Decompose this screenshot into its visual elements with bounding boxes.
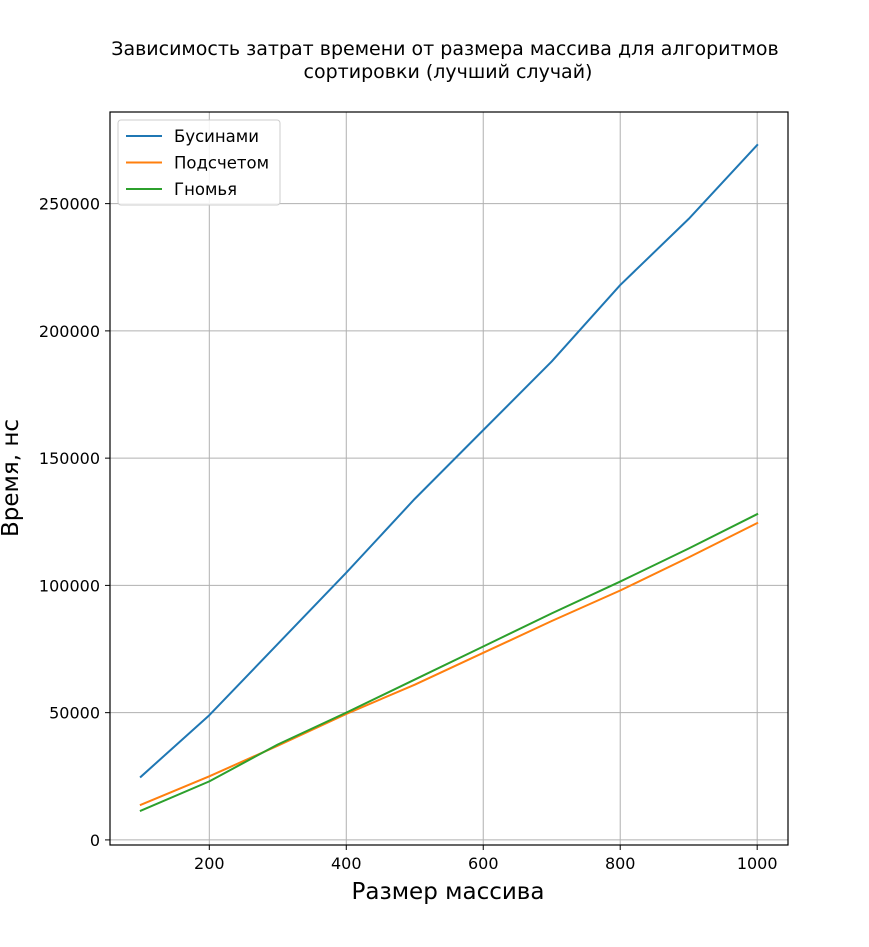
series-line-1 xyxy=(139,143,759,779)
plot-frame xyxy=(109,111,789,846)
chart-title-line-1: Зависимость затрат времени от размера ма… xyxy=(111,38,778,60)
y-tick-label: 0 xyxy=(90,831,100,850)
x-tick-label: 800 xyxy=(605,854,636,873)
series-line-2 xyxy=(139,521,759,807)
y-tick-label: 250000 xyxy=(39,195,100,214)
legend-box xyxy=(117,119,281,206)
x-axis-label: Размер массива xyxy=(352,879,545,905)
y-tick-label: 50000 xyxy=(49,704,100,723)
series-line-3 xyxy=(139,512,759,812)
legend: Бусинами Подсчетом Гномья xyxy=(117,119,281,206)
y-tick-label: 100000 xyxy=(39,576,100,595)
x-tick-label: 200 xyxy=(194,854,225,873)
y-tick-label: 200000 xyxy=(39,322,100,341)
x-tick-label: 400 xyxy=(331,854,362,873)
y-axis-ticks: 0 50000 100000 150000 200000 250000 xyxy=(39,195,110,850)
chart-title: Зависимость затрат времени от размера ма… xyxy=(111,38,778,83)
series-lines xyxy=(139,143,759,812)
x-tick-label: 600 xyxy=(468,854,499,873)
legend-label-2: Подсчетом xyxy=(174,154,269,173)
legend-label-3: Гномья xyxy=(174,180,237,199)
y-tick-label: 150000 xyxy=(39,449,100,468)
x-axis-ticks: 200 400 600 800 1000 xyxy=(194,845,778,873)
y-axis-label: Время, нс xyxy=(0,419,24,537)
legend-label-1: Бусинами xyxy=(174,127,259,146)
x-tick-label: 1000 xyxy=(737,854,778,873)
plot-area xyxy=(110,112,788,845)
grid xyxy=(110,112,788,845)
chart-title-line-2: сортировки (лучший случай) xyxy=(304,61,593,83)
